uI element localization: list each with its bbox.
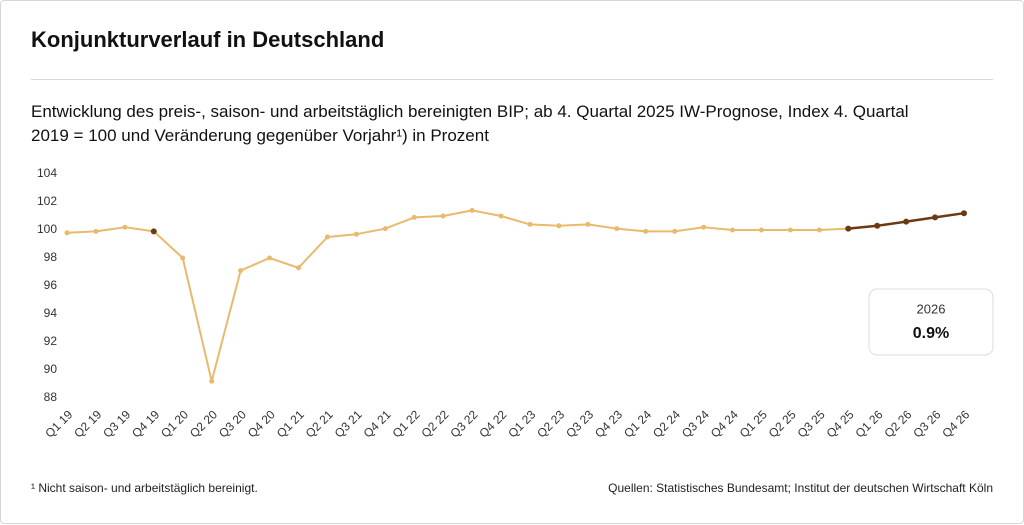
data-point (903, 218, 910, 225)
x-tick-label: Q3 23 (563, 407, 596, 440)
data-point (874, 222, 881, 229)
x-tick-label: Q3 20 (216, 407, 249, 440)
title: Konjunkturverlauf in Deutschland (31, 27, 385, 52)
data-point (122, 224, 128, 230)
x-tick-label: Q4 26 (939, 407, 972, 440)
data-point (93, 228, 99, 234)
source: Quellen: Statistisches Bundesamt; Instit… (608, 481, 993, 495)
x-tick-label: Q1 24 (621, 407, 654, 440)
data-point (353, 231, 359, 237)
x-tick-label: Q3 22 (447, 407, 480, 440)
y-tick-label: 102 (37, 194, 57, 208)
x-tick-label: Q3 21 (332, 407, 365, 440)
series-line (66, 209, 849, 383)
data-point (324, 234, 330, 240)
x-tick-label: Q1 23 (505, 407, 538, 440)
callout-box (868, 288, 994, 356)
x-tick-label: Q1 26 (853, 407, 886, 440)
data-point (816, 227, 822, 233)
x-tick-label: Q2 22 (419, 407, 452, 440)
data-point (643, 228, 649, 234)
data-point (585, 221, 591, 227)
x-tick-label: Q3 25 (795, 407, 828, 440)
x-tick-label: Q3 19 (100, 407, 133, 440)
x-tick-label: Q4 25 (824, 407, 857, 440)
data-point (932, 214, 939, 221)
data-point (180, 255, 186, 261)
data-point (411, 214, 417, 220)
x-tick-label: Q4 19 (129, 407, 162, 440)
x-tick-label: Q2 21 (303, 407, 336, 440)
x-tick-label: Q4 21 (361, 407, 394, 440)
data-point (440, 213, 446, 219)
data-point (382, 226, 388, 232)
y-tick-label: 88 (44, 390, 58, 404)
data-point (961, 210, 967, 217)
y-tick-label: 104 (37, 166, 57, 180)
subtitle: Entwicklung des preis-, saison- und arbe… (31, 102, 909, 145)
data-point (730, 227, 736, 233)
x-tick-label: Q1 25 (737, 407, 770, 440)
x-tick-label: Q1 22 (390, 407, 423, 440)
x-tick-label: Q3 26 (910, 407, 943, 440)
x-tick-label: Q4 22 (476, 407, 509, 440)
data-point (758, 227, 764, 233)
x-tick-label: Q2 26 (881, 407, 914, 440)
data-point (64, 230, 70, 236)
data-point (295, 265, 301, 271)
y-tick-label: 100 (37, 222, 57, 236)
x-tick-label: Q2 20 (187, 407, 220, 440)
callout-value: 0.9% (913, 325, 949, 342)
x-tick-label: Q1 19 (42, 407, 75, 440)
x-tick-label: Q1 20 (158, 407, 191, 440)
data-point (614, 226, 620, 232)
x-tick-label: Q4 20 (245, 407, 278, 440)
data-point (498, 213, 504, 219)
data-point (556, 223, 562, 229)
y-tick-label: 94 (44, 306, 58, 320)
data-point (209, 378, 215, 384)
callout-title: 2026 (917, 301, 946, 316)
y-tick-label: 90 (44, 362, 58, 376)
divider (31, 79, 993, 80)
y-tick-label: 92 (44, 334, 58, 348)
data-point (787, 227, 793, 233)
data-point (238, 268, 244, 274)
y-tick-label: 98 (44, 250, 58, 264)
data-point (701, 224, 707, 230)
x-tick-label: Q2 19 (71, 407, 104, 440)
x-tick-label: Q2 23 (534, 407, 567, 440)
data-point (469, 207, 475, 213)
x-tick-label: Q2 25 (766, 407, 799, 440)
data-point (672, 228, 678, 234)
data-point (267, 255, 273, 261)
x-tick-label: Q1 21 (274, 407, 307, 440)
footnote: ¹ Nicht saison- und arbeitstäglich berei… (31, 481, 258, 495)
x-tick-label: Q4 23 (592, 407, 625, 440)
x-tick-label: Q4 24 (708, 407, 741, 440)
data-point (527, 221, 533, 227)
data-point (150, 228, 157, 235)
x-tick-label: Q3 24 (679, 407, 712, 440)
y-tick-label: 96 (44, 278, 58, 292)
x-tick-label: Q2 24 (650, 407, 683, 440)
data-point (845, 225, 852, 232)
